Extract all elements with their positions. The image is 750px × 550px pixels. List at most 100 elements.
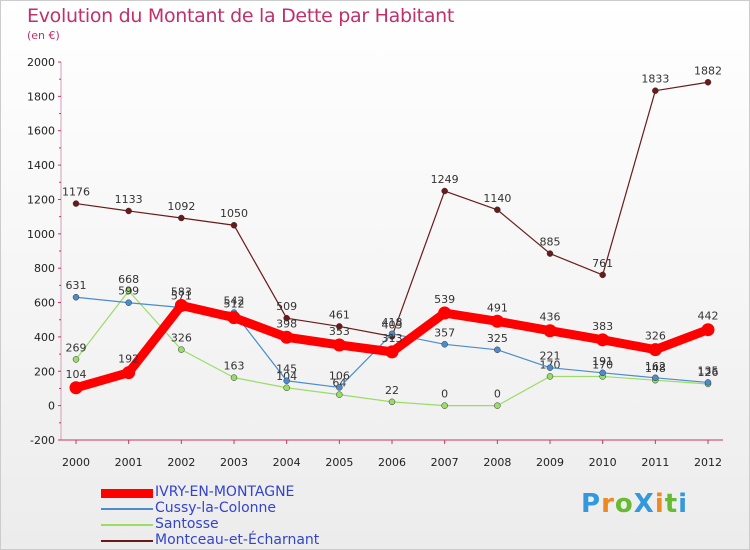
data-label-3: 1050 (220, 207, 248, 220)
data-label-1: 221 (540, 350, 561, 363)
y-tick-label: 2000 (27, 56, 55, 69)
data-label-0: 512 (224, 298, 245, 311)
data-label-0: 442 (698, 310, 719, 323)
proxiti-logo: ProXiti (581, 489, 689, 519)
y-tick-label: 0 (48, 400, 55, 413)
data-label-0: 383 (592, 320, 613, 333)
data-point-3 (125, 207, 132, 215)
data-label-3: 509 (276, 300, 297, 313)
data-point-3 (336, 323, 343, 330)
y-tick-label: 400 (34, 331, 55, 344)
legend-label-ivry: IVRY-EN-MONTAGNE (155, 484, 295, 500)
data-point-1 (599, 369, 606, 377)
data-point-3 (283, 314, 290, 322)
data-label-1: 145 (276, 363, 297, 376)
chart-subtitle: (en €) (27, 29, 60, 42)
data-label-2: 0 (494, 388, 501, 401)
x-tick-label: 2005 (325, 456, 353, 469)
data-label-0: 326 (645, 330, 666, 343)
data-point-1 (546, 364, 554, 371)
data-point-1 (72, 293, 80, 301)
data-label-3: 1882 (694, 64, 722, 77)
data-point-0 (280, 330, 294, 344)
x-tick-label: 2006 (378, 456, 406, 469)
data-point-2 (283, 384, 290, 392)
data-label-1: 106 (329, 369, 350, 382)
data-label-0: 398 (276, 317, 297, 330)
y-tick-label: -200 (30, 434, 55, 447)
data-point-2 (230, 374, 238, 381)
x-tick-label: 2001 (115, 456, 143, 469)
data-point-3 (546, 250, 554, 257)
data-label-1: 325 (487, 332, 508, 345)
data-label-1: 135 (698, 364, 719, 377)
data-point-0 (438, 306, 452, 320)
y-tick-label: 200 (34, 365, 55, 378)
data-point-3 (230, 221, 238, 229)
data-label-1: 357 (434, 326, 455, 339)
legend-swatch-montceau (101, 540, 153, 542)
data-label-1: 571 (171, 290, 192, 303)
y-tick-label: 1600 (27, 125, 55, 138)
data-label-0: 192 (118, 353, 139, 366)
data-label-3: 1140 (483, 192, 511, 205)
x-tick-label: 2011 (641, 456, 669, 469)
data-label-2: 163 (224, 360, 245, 373)
chart-title: Evolution du Montant de la Dette par Hab… (27, 5, 455, 27)
data-label-2: 126 (698, 366, 719, 379)
data-label-0: 583 (171, 285, 192, 298)
data-label-3: 1249 (431, 173, 459, 186)
data-point-2 (494, 402, 501, 409)
data-label-3: 1833 (641, 73, 669, 86)
data-label-2: 326 (171, 332, 192, 345)
data-label-3: 461 (329, 308, 350, 321)
data-label-0: 539 (434, 293, 455, 306)
data-point-0 (332, 338, 346, 352)
data-label-3: 1176 (62, 186, 90, 199)
data-point-3 (704, 79, 712, 86)
data-point-1 (704, 379, 712, 386)
data-label-3: 1092 (167, 200, 195, 213)
x-tick-label: 2003 (220, 456, 248, 469)
data-point-2 (125, 287, 132, 295)
data-point-0 (596, 333, 610, 347)
data-point-3 (494, 206, 501, 214)
data-point-1 (283, 377, 290, 384)
data-point-3 (178, 214, 185, 222)
data-label-3: 885 (540, 236, 561, 249)
data-point-1 (494, 346, 501, 354)
data-point-0 (122, 366, 136, 380)
data-point-0 (69, 381, 83, 395)
x-tick-label: 2010 (589, 456, 617, 469)
data-point-0 (227, 311, 241, 325)
data-label-3: 1133 (115, 193, 143, 206)
data-label-1: 542 (224, 295, 245, 308)
data-label-2: 22 (385, 384, 399, 397)
data-point-0 (701, 323, 715, 337)
data-point-2 (72, 356, 80, 363)
data-point-0 (543, 324, 557, 338)
data-point-1 (125, 299, 132, 306)
data-point-1 (441, 341, 448, 348)
data-label-0: 104 (66, 368, 87, 381)
data-point-3 (441, 187, 448, 195)
x-tick-label: 2004 (273, 456, 301, 469)
x-tick-label: 2012 (694, 456, 722, 469)
data-label-3: 761 (592, 257, 613, 270)
data-point-2 (441, 402, 448, 409)
legend-label-santosse: Santosse (155, 516, 219, 532)
legend-label-montceau: Montceau-et-Écharnant (155, 532, 320, 548)
x-tick-label: 2009 (536, 456, 564, 469)
data-label-1: 162 (645, 360, 666, 373)
data-point-2 (546, 373, 554, 380)
data-label-0: 353 (329, 325, 350, 338)
data-label-1: 599 (118, 285, 139, 298)
data-label-1: 191 (592, 355, 613, 368)
data-point-2 (178, 346, 185, 353)
y-tick-label: 600 (34, 297, 55, 310)
data-label-0: 491 (487, 301, 508, 314)
data-label-2: 668 (118, 273, 139, 286)
y-tick-label: 1800 (27, 90, 55, 103)
data-label-1: 418 (382, 316, 403, 329)
